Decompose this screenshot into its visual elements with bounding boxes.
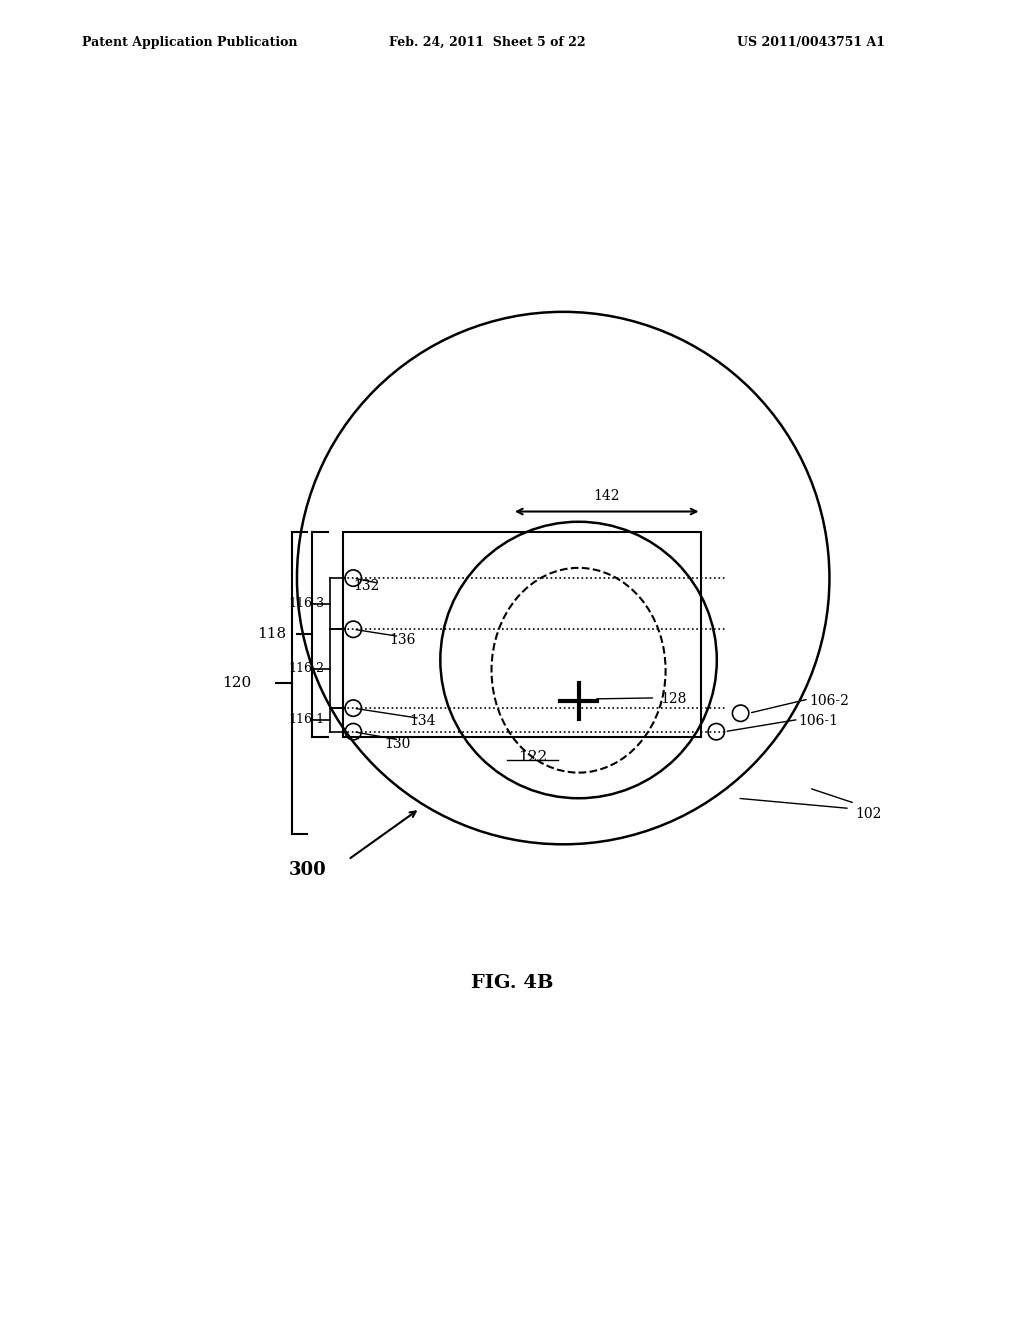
Text: FIG. 4B: FIG. 4B (471, 974, 553, 991)
Text: 132: 132 (353, 579, 380, 593)
Text: 106-1: 106-1 (799, 714, 839, 729)
Text: 136: 136 (389, 632, 416, 647)
Text: 120: 120 (221, 676, 251, 690)
Text: 300: 300 (289, 861, 326, 879)
Bar (343, 532, 701, 737)
Text: 130: 130 (384, 737, 411, 751)
Text: 116-2: 116-2 (289, 663, 325, 676)
Text: Feb. 24, 2011  Sheet 5 of 22: Feb. 24, 2011 Sheet 5 of 22 (389, 36, 586, 49)
Text: 116-1: 116-1 (289, 713, 325, 726)
Text: 134: 134 (410, 714, 436, 729)
Text: US 2011/0043751 A1: US 2011/0043751 A1 (737, 36, 886, 49)
Text: 142: 142 (594, 490, 620, 503)
Text: 116-3: 116-3 (289, 597, 325, 610)
Text: 128: 128 (660, 692, 687, 706)
Text: 118: 118 (258, 627, 287, 642)
Text: 106-2: 106-2 (809, 694, 849, 708)
Text: Patent Application Publication: Patent Application Publication (82, 36, 297, 49)
Text: 102: 102 (855, 807, 882, 821)
Text: 122: 122 (518, 750, 547, 764)
